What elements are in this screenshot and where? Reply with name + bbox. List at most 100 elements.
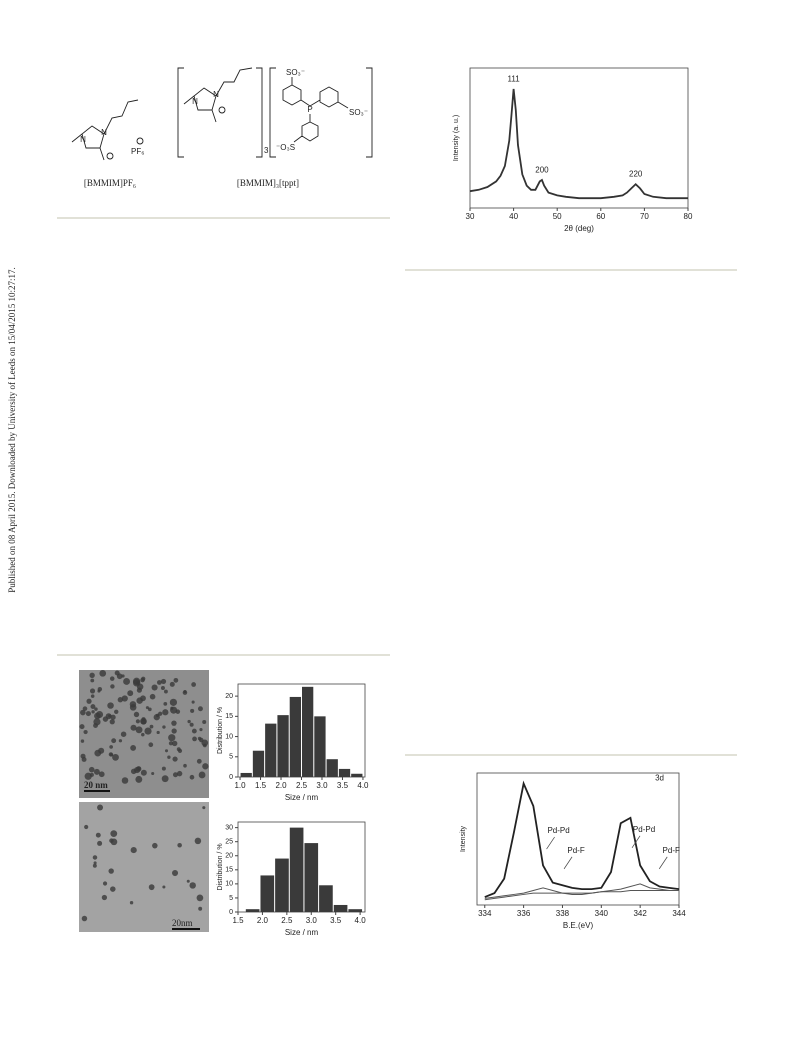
atom: P (307, 105, 312, 114)
particle (170, 706, 174, 710)
particle (163, 689, 168, 694)
y-tick-label: 0 (229, 774, 233, 781)
annotation: 111 (508, 74, 521, 83)
x-tick-label: 334 (478, 909, 492, 918)
x-tick-label: 3.5 (330, 916, 342, 925)
particle (162, 709, 169, 716)
particle (141, 732, 145, 737)
particle (95, 832, 101, 838)
bar (252, 750, 265, 777)
particle (152, 842, 158, 849)
particle (109, 676, 115, 681)
particle (97, 840, 103, 846)
particle (176, 770, 183, 777)
particle (129, 704, 137, 711)
x-tick-label: 342 (633, 909, 647, 918)
particle (135, 726, 143, 734)
particle (86, 698, 92, 704)
particle (199, 728, 203, 732)
particle (161, 775, 169, 783)
x-tick-label: 60 (596, 212, 605, 221)
particle (140, 719, 147, 725)
particle (160, 685, 165, 690)
particle (90, 678, 95, 683)
brackets (177, 67, 373, 158)
particle (173, 677, 179, 683)
line (469, 88, 688, 200)
annotation-arrow (631, 835, 641, 848)
particle (97, 686, 103, 692)
particle (149, 693, 156, 700)
particle (130, 768, 137, 775)
atom: SO₃⁻ (286, 68, 305, 77)
side-note: Published on 08 April 2015. Downloaded b… (7, 267, 17, 592)
bar (333, 904, 348, 912)
annotation: Pd-Pd (547, 826, 569, 835)
particle (132, 677, 141, 685)
particle (112, 753, 119, 761)
annotation: Pd-F (567, 846, 584, 855)
particle (197, 706, 203, 712)
bar (265, 723, 277, 777)
y-tick-label: 5 (229, 754, 233, 761)
particle (144, 727, 152, 735)
particle (182, 690, 188, 695)
particle (94, 707, 98, 711)
particle (169, 698, 178, 706)
bar (348, 909, 363, 912)
particle (149, 724, 154, 729)
particle (108, 714, 112, 718)
particle (93, 768, 100, 775)
particle (121, 777, 129, 784)
annotation: Pd-F (663, 846, 680, 855)
particle (83, 729, 88, 735)
y-tick-label: 25 (225, 839, 233, 846)
particle (156, 730, 160, 735)
particle (110, 838, 118, 846)
y-axis-label: Intensity (a. u.) (453, 115, 460, 161)
particle (163, 702, 168, 706)
particle (198, 906, 203, 911)
particle (97, 804, 104, 811)
bar (314, 716, 326, 777)
atom: ⁻O₃S (276, 143, 295, 152)
bar (304, 843, 319, 912)
particle (202, 763, 209, 770)
bar (289, 827, 304, 912)
x-tick-label: 1.5 (255, 781, 267, 790)
particle (176, 747, 181, 752)
particle (80, 739, 85, 743)
x-tick-label: 3.5 (337, 781, 349, 790)
annotation-arrow (563, 856, 573, 870)
particle (117, 697, 123, 703)
particle (151, 771, 155, 776)
particle (130, 724, 137, 731)
annotation-arrow (546, 836, 555, 850)
particle (114, 709, 119, 714)
scale-label: 20 nm (84, 780, 108, 790)
y-tick-label: 10 (225, 733, 233, 740)
x-tick-label: 30 (466, 212, 475, 221)
particle (145, 706, 149, 710)
x-tick-label: 2.5 (281, 916, 293, 925)
particle (196, 894, 204, 902)
atom: SO₃⁻ (349, 108, 368, 117)
y-tick-label: 20 (225, 693, 233, 700)
particle (79, 724, 85, 730)
particle (110, 684, 115, 689)
atom: N (192, 97, 198, 106)
line (484, 889, 679, 901)
particle (202, 806, 206, 810)
particle (123, 678, 131, 685)
particle (84, 824, 89, 830)
y-tick-label: 15 (225, 713, 233, 720)
particle (191, 700, 195, 704)
particle (136, 687, 142, 693)
x-tick-label: 4.0 (357, 781, 369, 790)
y-axis-label: Distribution / % (217, 707, 224, 754)
particle (85, 711, 91, 717)
particle (114, 670, 120, 676)
x-tick-label: 344 (672, 909, 686, 918)
atom: N (101, 128, 107, 137)
particle (88, 766, 95, 773)
